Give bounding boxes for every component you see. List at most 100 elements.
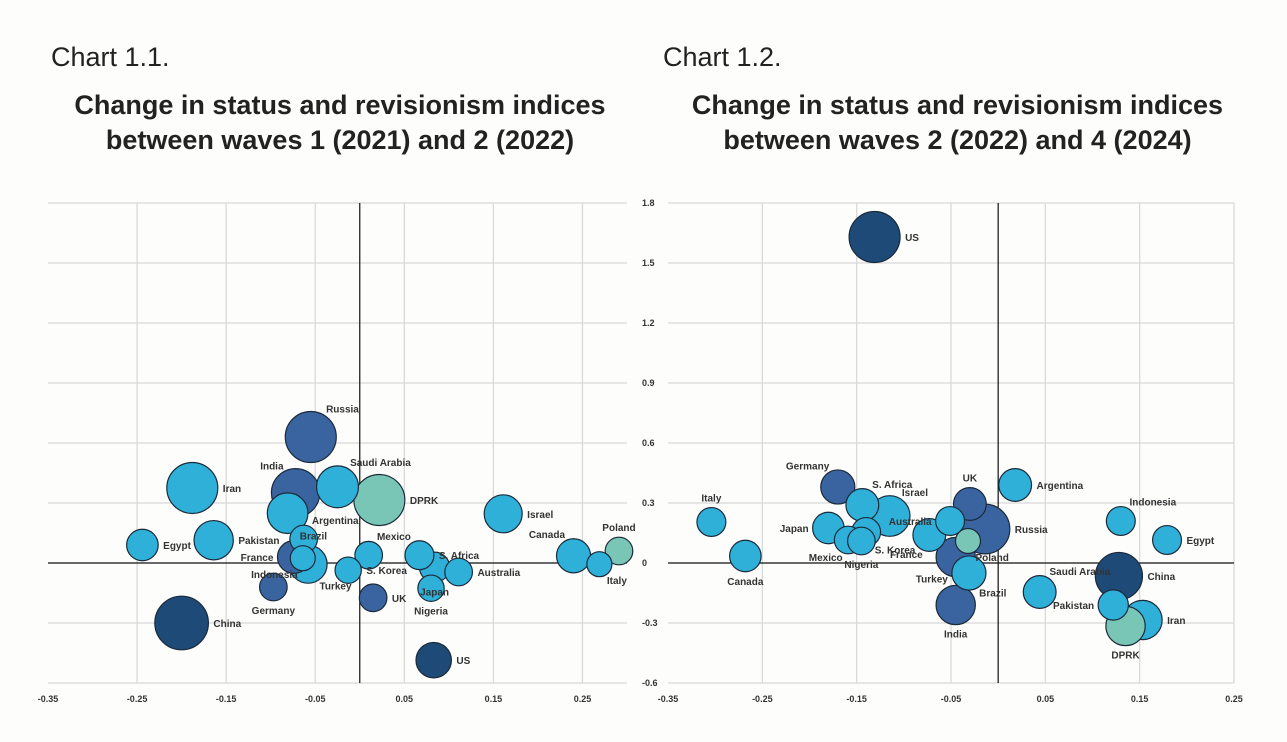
bubble-s-africa [845,488,880,523]
data-label-turkey: Turkey [320,581,352,592]
data-label-egypt: Egypt [1186,536,1214,547]
bubble-nigeria [417,574,445,602]
data-label-pakistan: Pakistan [1053,601,1094,612]
x-tick-label: 0.05 [1037,694,1055,704]
bubble-us [848,210,901,264]
data-label-china: China [1147,572,1175,583]
data-label-argentina: Argentina [312,516,359,527]
x-tick-label: 0.25 [574,694,592,704]
chart-title: Change in status and revisionism indices… [50,88,630,158]
data-label-egypt: Egypt [163,541,191,552]
data-label-nigeria: Nigeria [844,560,878,571]
bubble-s-africa [404,540,435,571]
y-tick-label: 1.8 [642,198,655,208]
y-tick-label: -0.3 [642,618,658,628]
data-label-poland: Poland [602,523,635,534]
chart-number: Chart 1.2. [663,42,782,72]
bubble-poland [604,536,634,566]
y-tick-label: -0.6 [642,678,658,688]
bubble-israel [483,494,523,534]
data-label-dprk: DPRK [1111,651,1140,662]
bubble-canada [729,539,762,573]
bubble-egypt [126,528,159,562]
bubble-indonesia [1105,505,1136,537]
data-label-saudi-arabia: Saudi Arabia [350,458,411,469]
data-label-poland: Poland [975,553,1008,564]
data-label-canada: Canada [727,577,764,588]
chart-title-line-1: Change in status and revisionism indices [74,90,606,120]
data-label-saudi-arabia: Saudi Arabia [1050,567,1111,578]
data-label-italy: Italy [607,576,627,587]
x-tick-label: -0.15 [216,694,237,704]
bubble-italy [696,506,727,538]
bubble-us [415,641,453,679]
bubble-canada [555,538,592,574]
data-label-s-africa: S. Africa [872,480,913,491]
data-label-australia: Australia [477,568,520,579]
data-label-s-korea: S. Korea [366,566,407,577]
chart-2-plot: -0.35 -0.25 -0.15 -0.05 0.05 0.15 0.25 1.8 1.5 1.… [642,198,1243,704]
x-tick-label: -0.35 [658,694,679,704]
data-label-germany: Germany [252,606,296,617]
chart-title-line-1: Change in status and revisionism indices [691,90,1224,120]
data-label-india: India [944,630,968,641]
chart-1-plot: -0.35 -0.25 -0.15 -0.05 0.05 0.15 0.25 Russia Ir… [38,202,636,704]
y-tick-label: 1.5 [642,258,655,268]
bubble-poland [954,527,982,555]
data-label-s-korea: S. Korea [875,546,916,557]
data-label-dprk: DPRK [410,496,439,507]
data-label-china: China [213,619,241,630]
data-label-s-africa: S. Africa [439,551,480,562]
data-label-israel: Israel [902,488,928,499]
bubble-australia [444,557,474,587]
y-tick-label: 0.6 [642,438,655,448]
data-label-brazil: Brazil [300,531,327,542]
chart-2-panel: Chart 1.2. Change in status and revision… [640,0,1287,742]
bubble-s-korea [334,556,362,584]
data-label-argentina: Argentina [1037,481,1084,492]
bubble-indonesia [289,545,316,572]
bubble-germany [820,469,856,505]
data-label-russia: Russia [326,405,359,416]
bubble-saudi-arabia [315,465,360,509]
bubble-mexico [354,540,384,570]
bubble-brazil [951,555,987,591]
data-label-iran: Iran [1167,616,1185,627]
bubble-australia [935,505,966,537]
data-label-mexico: Mexico [809,553,843,564]
x-tick-label: -0.05 [941,694,962,704]
data-label-india: India [260,461,284,472]
chart-title: Change in status and revisionism indices… [665,88,1250,158]
bubble-italy [586,551,613,578]
x-tick-label: 0.15 [485,694,503,704]
bubble-nigeria [846,526,876,556]
data-label-japan: Japan [780,524,809,535]
data-label-us: US [905,233,919,244]
data-label-pakistan: Pakistan [238,536,279,547]
x-tick-label: 0.15 [1131,694,1149,704]
data-label-israel: Israel [527,510,553,521]
x-tick-label: 0.25 [1225,694,1243,704]
data-label-indonesia: Indonesia [1129,497,1176,508]
bubble-brazil [266,492,309,535]
data-label-us: US [456,656,470,667]
data-label-iran: Iran [223,484,241,495]
data-label-turkey: Turkey [916,575,948,586]
y-tick-label: 1.2 [642,318,655,328]
chart-number: Chart 1.1. [51,42,170,72]
chart-title-line-2: between waves 2 (2022) and 4 (2024) [723,125,1192,155]
data-label-france: France [241,553,274,564]
bubble-russia [284,410,337,464]
bubble-pakistan [1097,589,1129,621]
x-tick-label: -0.05 [305,694,326,704]
data-label-japan: Japan [420,587,449,598]
data-label-france: France [890,550,923,561]
bubble-iran [166,461,219,515]
y-tick-label: 0.9 [642,378,655,388]
y-tick-label: 0.3 [642,498,655,508]
data-label-mexico: Mexico [377,532,411,543]
bubble-uk [358,583,388,613]
data-label-canada: Canada [529,530,566,541]
data-label-brazil: Brazil [979,589,1006,600]
data-label-russia: Russia [1015,525,1048,536]
